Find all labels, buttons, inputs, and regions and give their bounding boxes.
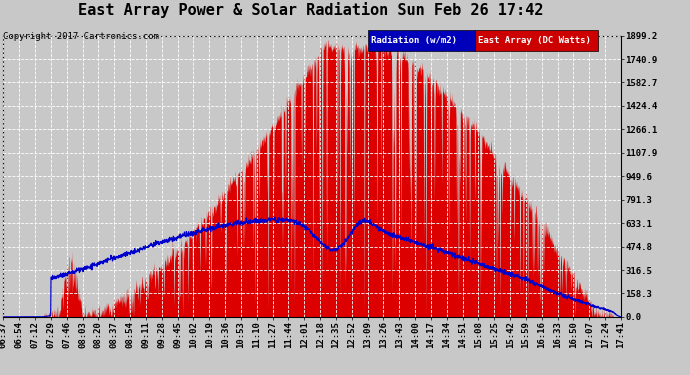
Text: Radiation (w/m2): Radiation (w/m2) (371, 36, 457, 45)
Text: East Array Power & Solar Radiation Sun Feb 26 17:42: East Array Power & Solar Radiation Sun F… (78, 2, 543, 18)
Text: East Array (DC Watts): East Array (DC Watts) (478, 36, 591, 45)
Text: Copyright 2017 Cartronics.com: Copyright 2017 Cartronics.com (3, 32, 159, 41)
